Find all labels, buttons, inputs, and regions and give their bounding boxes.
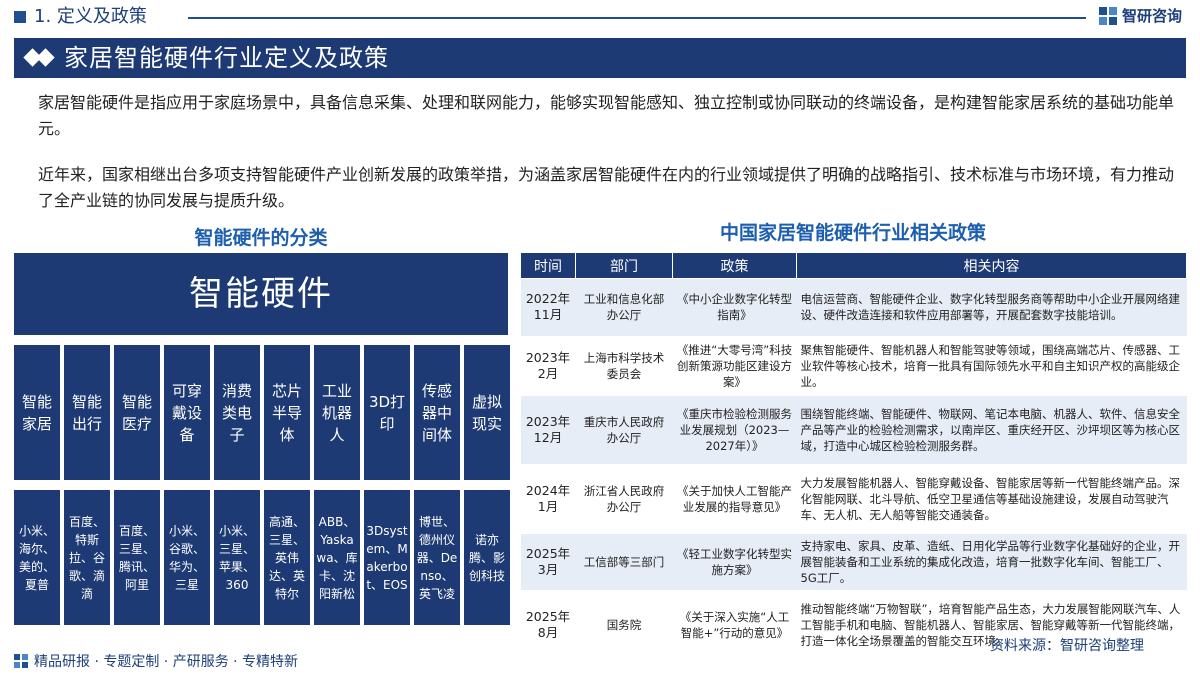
category-box: 芯片半导体 <box>264 345 310 480</box>
cell-time: 2025年8月 <box>520 590 576 660</box>
cell-policy: 《轻工业数字化转型实施方案》 <box>672 532 797 592</box>
category-companies: 3Dsystem、Makerbot、EOS <box>364 490 410 625</box>
column-header-content: 相关内容 <box>796 252 1187 279</box>
cell-dept: 重庆市人民政府办公厅 <box>575 394 673 466</box>
cell-dept: 上海市科学技术委员会 <box>575 336 673 396</box>
category-companies: 小米、海尔、美的、夏普 <box>14 490 60 625</box>
footer: 精品研报 · 专题定制 · 产研服务 · 专精特新 <box>14 652 298 672</box>
table-row: 2025年3月 工信部等三部门 《轻工业数字化转型实施方案》 支持家电、家具、皮革、造… <box>520 532 1187 592</box>
section-title: 1. 定义及政策 <box>34 6 147 27</box>
cell-dept: 国务院 <box>575 590 673 660</box>
header-rule <box>188 17 1086 19</box>
intro-paragraph-policy: 近年来，国家相继出台多项支持智能硬件产业创新发展的政策举措，为涵盖家居智能硬件在… <box>38 165 1175 210</box>
category-box: 智能家居 <box>14 345 60 480</box>
table-row: 2024年1月 浙江省人民政府办公厅 《关于加快人工智能产业发展的指导意见》 大力发展… <box>520 464 1187 534</box>
category-companies: 小米、三星、苹果、360 <box>214 490 260 625</box>
table-row: 2022年11月 工业和信息化部办公厅 《中小企业数字化转型指南》 电信运营商、智能硬… <box>520 278 1187 338</box>
category-box: 工业机器人 <box>314 345 360 480</box>
category-companies: 百度、三星、腾讯、阿里 <box>114 490 160 625</box>
table-row: 2023年2月 上海市科学技术委员会 《推进“大零号湾”科技创新策源功能区建设方案》… <box>520 336 1187 396</box>
category-companies: 百度、特斯拉、谷歌、滴滴 <box>64 490 110 625</box>
cell-policy: 《关于加快人工智能产业发展的指导意见》 <box>672 464 797 534</box>
category-box: 智能医疗 <box>114 345 160 480</box>
policy-table-body: 2022年11月 工业和信息化部办公厅 《中小企业数字化转型指南》 电信运营商、智能硬… <box>520 278 1187 660</box>
table-header-row: 时间 部门 政策 相关内容 <box>520 252 1187 279</box>
cell-policy: 《推进“大零号湾”科技创新策源功能区建设方案》 <box>672 336 797 396</box>
cell-content: 围绕智能终端、智能硬件、物联网、笔记本电脑、机器人、软件、信息安全产品等产业的检… <box>796 394 1187 466</box>
cell-time: 2022年11月 <box>520 278 576 338</box>
cell-content: 支持家电、家具、皮革、造纸、日用化学品等行业数字化基础好的企业，开展智能装备和工… <box>796 532 1187 592</box>
category-companies: 小米、谷歌、华为、三星 <box>164 490 210 625</box>
cell-content: 推动智能终端“万物智联”，培育智能产品生态，大力发展智能网联汽车、人工智能手机和… <box>796 590 1187 660</box>
column-header-time: 时间 <box>520 252 576 279</box>
cell-time: 2024年1月 <box>520 464 576 534</box>
table-row: 2025年8月 国务院 《关于深入实施“人工智能+”行动的意见》 推动智能终端“万物智… <box>520 590 1187 660</box>
diamond-icon <box>36 48 55 67</box>
cell-time: 2025年3月 <box>520 532 576 592</box>
category-box: 智能出行 <box>64 345 110 480</box>
category-companies: 高通、三星、英伟达、英特尔 <box>264 490 310 625</box>
page-title: 家居智能硬件行业定义及政策 <box>64 44 389 72</box>
classification-heading: 智能硬件的分类 <box>194 227 328 249</box>
category-box: 消费类电子 <box>214 345 260 480</box>
source-note: 资料来源：智研咨询整理 <box>990 638 1144 654</box>
cell-content: 大力发展智能机器人、智能穿戴设备、智能家居等新一代智能终端产品。深化智能网联、北… <box>796 464 1187 534</box>
cell-time: 2023年12月 <box>520 394 576 466</box>
category-box: 可穿戴设备 <box>164 345 210 480</box>
footer-logo-icon <box>14 654 28 668</box>
column-header-policy: 政策 <box>672 252 797 279</box>
cell-content: 电信运营商、智能硬件企业、数字化转型服务商等帮助中小企业开展网络建设、硬件改造连… <box>796 278 1187 338</box>
category-box: 传感器中间体 <box>414 345 460 480</box>
category-companies: 博世、德州仪器、Denso、英飞凌 <box>414 490 460 625</box>
footer-slogan: 精品研报 · 专题定制 · 产研服务 · 专精特新 <box>34 654 299 670</box>
brand-logo-icon <box>1099 7 1117 25</box>
cell-policy: 《重庆市检验检测服务业发展规划（2023—2027年）》 <box>672 394 797 466</box>
section-marker <box>14 11 26 23</box>
table-row: 2023年12月 重庆市人民政府办公厅 《重庆市检验检测服务业发展规划（2023—2… <box>520 394 1187 466</box>
top-bar: 1. 定义及政策 智研咨询 <box>0 0 1200 34</box>
category-companies: 诺亦腾、影创科技 <box>464 490 510 625</box>
cell-dept: 工业和信息化部办公厅 <box>575 278 673 338</box>
cell-policy: 《关于深入实施“人工智能+”行动的意见》 <box>672 590 797 660</box>
policy-heading: 中国家居智能硬件行业相关政策 <box>719 222 986 244</box>
cell-policy: 《中小企业数字化转型指南》 <box>672 278 797 338</box>
cell-content: 聚焦智能硬件、智能机器人和智能驾驶等领域，围绕高端芯片、传感器、工业软件等核心技… <box>796 336 1187 396</box>
cell-dept: 浙江省人民政府办公厅 <box>575 464 673 534</box>
classification-root: 智能硬件 <box>14 253 508 335</box>
category-box: 3D打印 <box>364 345 410 480</box>
title-banner: 家居智能硬件行业定义及政策 <box>14 38 1186 78</box>
category-box: 虚拟现实 <box>464 345 510 480</box>
category-companies: ABB、Yaskawa、库卡、沈阳新松 <box>314 490 360 625</box>
cell-dept: 工信部等三部门 <box>575 532 673 592</box>
cell-time: 2023年2月 <box>520 336 576 396</box>
policy-table: 时间 部门 政策 相关内容 2022年11月 工业和信息化部办公厅 《中小企业数字化… <box>520 252 1187 660</box>
brand-name: 智研咨询 <box>1122 7 1183 25</box>
intro-paragraph-definition: 家居智能硬件是指应用于家庭场景中，具备信息采集、处理和联网能力，能够实现智能感知… <box>38 93 1175 138</box>
column-header-dept: 部门 <box>575 252 673 279</box>
